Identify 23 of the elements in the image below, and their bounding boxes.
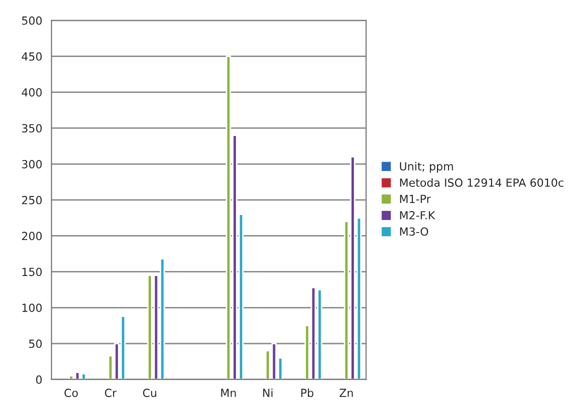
y-tick-label: 400 xyxy=(22,88,42,97)
y-tick-label: 350 xyxy=(22,124,42,132)
legend-label: Unit; ppm xyxy=(400,162,453,173)
y-tick-label: 450 xyxy=(22,52,42,61)
x-tick-label: Cr xyxy=(104,388,117,398)
y-tick-label: 100 xyxy=(22,304,42,312)
legend-label: M2-F.K xyxy=(400,211,436,220)
x-tick-label: Pb xyxy=(301,388,314,398)
y-tick-label: 200 xyxy=(22,232,42,240)
y-tick-label: 0 xyxy=(36,375,42,384)
legend-label: M1-Pr xyxy=(400,194,431,203)
x-tick-label: Zn xyxy=(340,388,353,397)
y-tick-label: 150 xyxy=(22,268,42,276)
y-tick-label: 500 xyxy=(22,16,42,25)
y-tick-label: 250 xyxy=(22,196,42,204)
legend-label: M3-O xyxy=(400,227,428,236)
x-tick-label: Ni xyxy=(263,388,272,397)
y-tick-label: 50 xyxy=(29,340,42,348)
x-tick-label: Cu xyxy=(143,388,156,398)
legend-label: Metoda ISO 12914 EPA 6010c xyxy=(400,178,564,187)
x-tick-label: Mn xyxy=(221,388,236,397)
y-tick-label: 300 xyxy=(22,160,42,168)
x-tick-label: Co xyxy=(64,388,78,398)
